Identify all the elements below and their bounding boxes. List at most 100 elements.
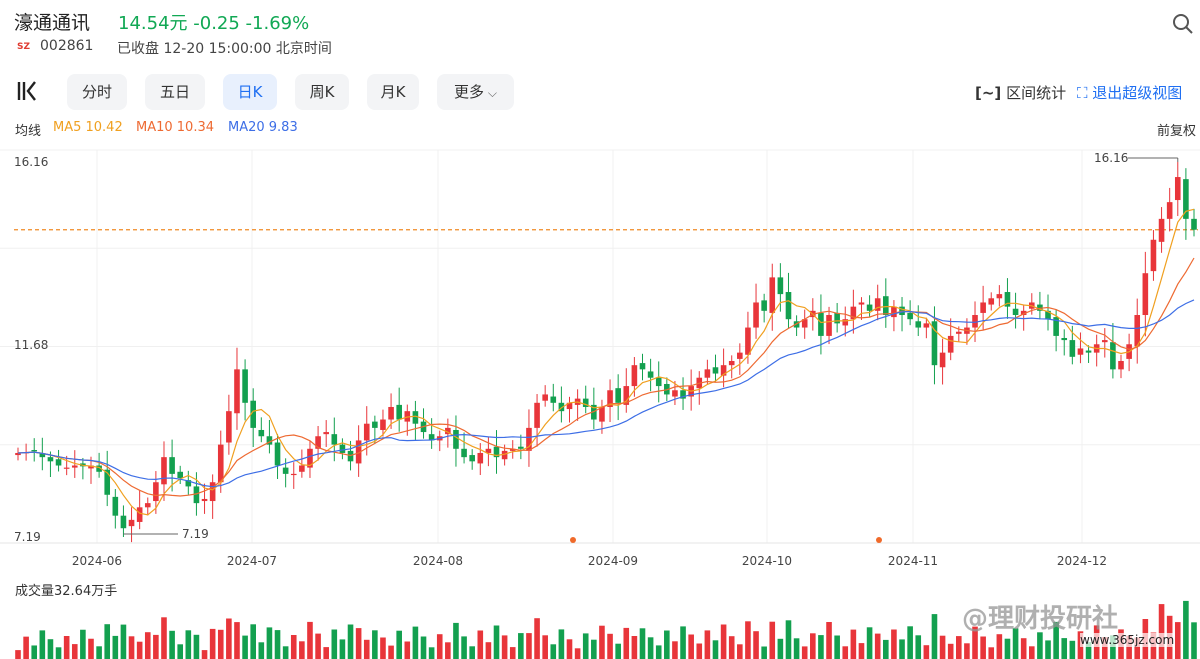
candle-body — [947, 335, 954, 353]
volume-bar — [1134, 637, 1141, 659]
volume-bar — [1020, 638, 1027, 659]
search-icon[interactable] — [1171, 12, 1195, 36]
candle-body — [185, 480, 192, 487]
volume-bar — [1158, 604, 1165, 659]
volume-bar — [761, 646, 767, 659]
candle-body — [1174, 177, 1181, 201]
candle-body — [323, 432, 329, 435]
candle-body — [818, 312, 824, 336]
volume-bar — [380, 637, 386, 659]
volume-bar — [728, 636, 735, 659]
candle-body — [469, 455, 475, 462]
volume-bar — [647, 637, 654, 659]
volume-bar — [923, 645, 930, 659]
volume-bar — [404, 641, 411, 659]
chevron-down-icon: ⌵ — [484, 86, 497, 100]
volume-bar — [234, 622, 240, 659]
tab-daily-k[interactable]: 日K — [223, 74, 277, 110]
volume-bar — [209, 628, 216, 659]
kline-logo-icon — [17, 81, 36, 101]
tab-monthly-k[interactable]: 月K — [367, 74, 419, 110]
volume-bar — [323, 647, 329, 659]
volume-bar — [396, 630, 402, 659]
volume-bar — [858, 643, 865, 659]
stock-price-change: 14.54元 -0.25 -1.69% — [118, 13, 310, 34]
volume-bar — [842, 646, 849, 659]
candle-body — [720, 365, 727, 376]
candle-body — [996, 294, 1003, 299]
volume-bar — [1174, 622, 1181, 659]
volume-bar — [226, 618, 232, 659]
candle-body — [31, 450, 38, 452]
candle-body — [461, 448, 467, 458]
volume-bar — [582, 633, 589, 659]
volume-bar — [801, 646, 808, 659]
candle-body — [169, 457, 175, 474]
volume-bar — [339, 639, 346, 659]
volume-bar — [542, 635, 548, 659]
volume-bar — [947, 643, 954, 659]
volume-bar — [834, 635, 840, 659]
candle-body — [891, 306, 897, 318]
volume-bar — [1110, 635, 1116, 659]
candle-body — [582, 398, 589, 407]
volume-bar — [720, 624, 727, 659]
volume-bar — [266, 627, 273, 659]
watermark-text: @理财投研社 — [962, 604, 1119, 634]
volume-bar — [88, 638, 94, 659]
candle-body — [258, 429, 265, 437]
adjust-mode[interactable]: 前复权 — [1157, 124, 1197, 139]
tab-more[interactable]: 更多 ⌵ — [437, 74, 514, 110]
candle-body — [250, 400, 256, 428]
candle-body — [201, 498, 208, 502]
chart-grid — [0, 149, 1200, 544]
high-marker-label: 16.16 — [1094, 151, 1128, 165]
volume-bar — [785, 620, 792, 659]
volume-bar — [793, 638, 800, 659]
candle-body — [915, 321, 922, 328]
candle-body — [672, 390, 678, 397]
range-stats-button[interactable]: [~] 区间统计 — [975, 82, 1066, 103]
volume-bar — [1053, 621, 1059, 659]
volume-bar — [1126, 635, 1132, 659]
tab-intraday[interactable]: 分时 — [67, 74, 127, 110]
candle-body — [161, 457, 167, 485]
ma20-value: MA20 9.83 — [228, 120, 298, 135]
volume-bar — [769, 621, 776, 659]
candle-body — [518, 446, 524, 449]
candle-body — [826, 315, 832, 336]
candle-body — [834, 312, 840, 324]
volume-bar — [712, 640, 719, 659]
volume-bar — [436, 634, 443, 659]
volume-bar — [623, 627, 630, 659]
volume-bar — [177, 644, 184, 659]
tab-weekly-k[interactable]: 周K — [295, 74, 349, 110]
volume-bar — [688, 634, 694, 659]
candle-body — [55, 459, 62, 466]
candle-body — [509, 448, 516, 451]
candle-body — [939, 352, 946, 368]
volume-bar — [80, 629, 86, 659]
watermark-url: www.365jz.com — [1080, 633, 1175, 647]
tab-five-day[interactable]: 五日 — [145, 74, 205, 110]
candle-body — [226, 411, 232, 443]
market-badge: SZ — [17, 42, 31, 52]
volume-bar — [891, 629, 897, 659]
kline-chart[interactable]: 2024-06 2024-07 2024-08 2024-09 2024-10 2024-… — [0, 145, 1200, 659]
volume-bar — [104, 624, 111, 659]
candle-body — [15, 452, 21, 456]
volume-bar — [931, 614, 938, 659]
candle-body — [1085, 350, 1092, 353]
volume-bar — [534, 618, 540, 659]
ma-label: 均线 — [15, 124, 42, 139]
candle-body — [615, 388, 621, 403]
candle-body — [428, 434, 435, 441]
candle-body — [1012, 308, 1019, 316]
candle-body — [680, 390, 686, 399]
volume-bar — [96, 646, 102, 659]
exit-super-view-button[interactable]: ⛶ 退出超级视图 — [1077, 82, 1182, 103]
volume-bar — [1004, 638, 1011, 659]
volume-bar — [169, 630, 175, 659]
candle-body — [96, 465, 102, 472]
candle-body — [453, 429, 459, 449]
